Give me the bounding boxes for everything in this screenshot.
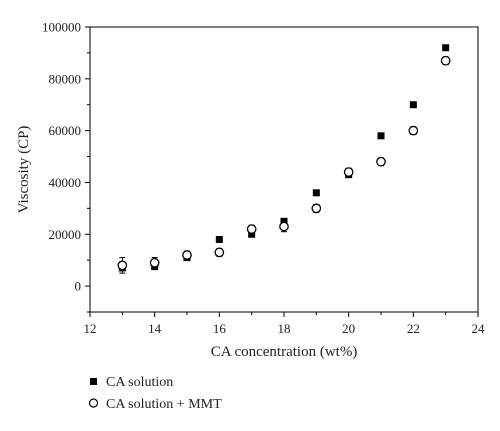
point-ca-solution-mmt — [246, 224, 257, 234]
legend-marker-ca-solution-mmt — [88, 398, 99, 408]
point-ca-solution-mmt — [117, 260, 128, 271]
legend: CA solution CA solution + MMT — [88, 375, 222, 412]
x-tick-label: 14 — [148, 321, 162, 336]
x-tick-label: 12 — [84, 321, 97, 336]
point-ca-solution-mmt — [214, 247, 225, 258]
y-tick-label: 100000 — [42, 20, 81, 35]
data-marks — [117, 44, 451, 274]
point-ca-solution-mmt — [343, 167, 354, 177]
point-ca-solution-mmt — [311, 203, 322, 214]
point-ca-solution — [215, 235, 223, 243]
x-tick-label: 22 — [407, 321, 420, 336]
y-tick-label: 0 — [75, 279, 82, 294]
point-ca-solution-mmt — [182, 250, 192, 260]
point-ca-solution — [377, 132, 385, 140]
point-ca-solution-mmt — [376, 156, 386, 167]
y-tick-label: 80000 — [49, 71, 82, 86]
legend-marker-ca-solution — [90, 378, 97, 385]
legend-label-ca-solution: CA solution — [106, 375, 173, 390]
tick-labels: 12 14 16 18 20 22 24 0 20000 40000 60000 80000 10000… — [42, 20, 485, 337]
y-tick-label: 40000 — [49, 175, 82, 190]
axis-ticks — [85, 26, 479, 317]
x-tick-label: 20 — [342, 321, 355, 336]
plot-frame — [89, 26, 479, 313]
x-axis-title: CA concentration (wt%) — [211, 344, 358, 360]
x-tick-label: 24 — [472, 321, 486, 336]
y-tick-label: 60000 — [49, 123, 82, 138]
x-tick-label: 16 — [213, 321, 227, 336]
point-ca-solution — [312, 189, 320, 197]
point-ca-solution-mmt — [149, 257, 160, 268]
legend-label-ca-solution-mmt: CA solution + MMT — [106, 397, 222, 412]
point-ca-solution — [409, 101, 417, 109]
y-axis-title: Viscosity (CP) — [16, 126, 32, 214]
point-ca-solution — [248, 230, 256, 238]
y-tick-label: 20000 — [49, 227, 82, 242]
point-ca-solution-mmt — [440, 55, 451, 66]
point-ca-solution — [442, 44, 450, 52]
x-tick-label: 18 — [278, 321, 291, 336]
point-ca-solution-mmt — [408, 125, 419, 136]
point-ca-solution-mmt — [279, 221, 289, 232]
